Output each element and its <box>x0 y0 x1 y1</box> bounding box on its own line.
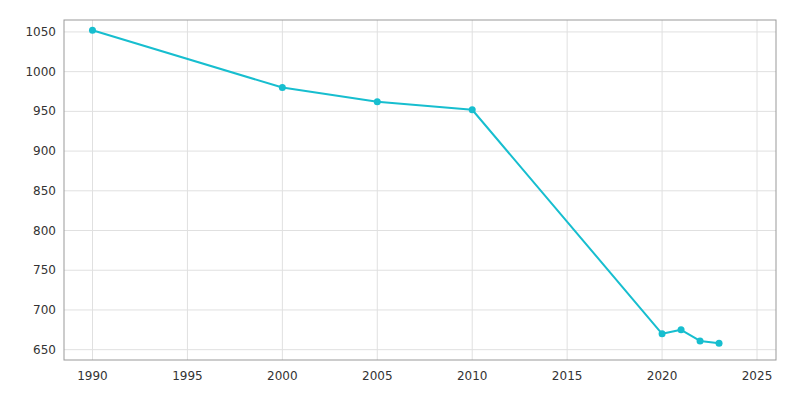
y-tick-label: 950 <box>33 104 56 118</box>
x-tick-label: 2015 <box>552 369 583 383</box>
x-tick-label: 2010 <box>457 369 488 383</box>
x-grid-line <box>567 20 568 360</box>
grid <box>64 20 776 360</box>
x-grid-line <box>662 20 663 360</box>
x-grid-line <box>92 20 93 360</box>
chart-svg: 1990 1995 2000 2005 2010 2015 2020 2025 650 700 75… <box>0 0 800 400</box>
x-tick-label: 2025 <box>742 369 773 383</box>
y-tick-label: 750 <box>33 263 56 277</box>
y-grid-line <box>64 230 776 231</box>
y-tick-label: 900 <box>33 144 56 158</box>
x-grid-line <box>187 20 188 360</box>
y-grid-line <box>64 31 776 32</box>
x-grid-line <box>472 20 473 360</box>
x-grid-line <box>377 20 378 360</box>
y-grid-line <box>64 71 776 72</box>
point <box>716 340 723 347</box>
y-tick-label: 1050 <box>25 25 56 39</box>
point <box>469 106 476 113</box>
point <box>279 84 286 91</box>
x-tick-label: 2000 <box>267 369 298 383</box>
y-grid-line <box>64 349 776 350</box>
x-tick-label: 2020 <box>647 369 678 383</box>
y-grid-line <box>64 190 776 191</box>
point <box>678 326 685 333</box>
y-tick-label: 700 <box>33 303 56 317</box>
x-tick-label: 2005 <box>362 369 393 383</box>
y-tick-label: 650 <box>33 343 56 357</box>
y-tick-label: 1000 <box>25 65 56 79</box>
y-grid-line <box>64 111 776 112</box>
y-grid-line <box>64 151 776 152</box>
point <box>374 98 381 105</box>
tick-labels: 1990 1995 2000 2005 2010 2015 2020 2025 650 700 75… <box>25 25 772 383</box>
x-tick-label: 1990 <box>77 369 108 383</box>
point <box>659 330 666 337</box>
y-grid-line <box>64 309 776 310</box>
plot-frame <box>64 20 776 360</box>
point <box>697 337 704 344</box>
y-grid-line <box>64 270 776 271</box>
x-tick-label: 1995 <box>172 369 203 383</box>
y-tick-label: 800 <box>33 224 56 238</box>
point <box>89 27 96 34</box>
x-grid-line <box>282 20 283 360</box>
x-grid-line <box>757 20 758 360</box>
series <box>89 27 723 347</box>
line <box>92 30 719 343</box>
y-tick-label: 850 <box>33 184 56 198</box>
chart-container: 1990 1995 2000 2005 2010 2015 2020 2025 650 700 75… <box>0 0 800 400</box>
